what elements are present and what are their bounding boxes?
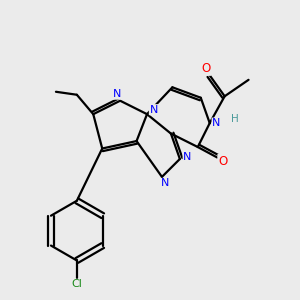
Text: N: N — [161, 178, 169, 188]
Text: N: N — [113, 89, 121, 99]
Text: Cl: Cl — [71, 279, 82, 290]
Text: N: N — [149, 105, 158, 115]
Text: N: N — [183, 152, 191, 163]
Text: N: N — [212, 118, 220, 128]
Text: H: H — [231, 114, 239, 124]
Text: O: O — [202, 62, 211, 75]
Text: O: O — [218, 154, 227, 167]
